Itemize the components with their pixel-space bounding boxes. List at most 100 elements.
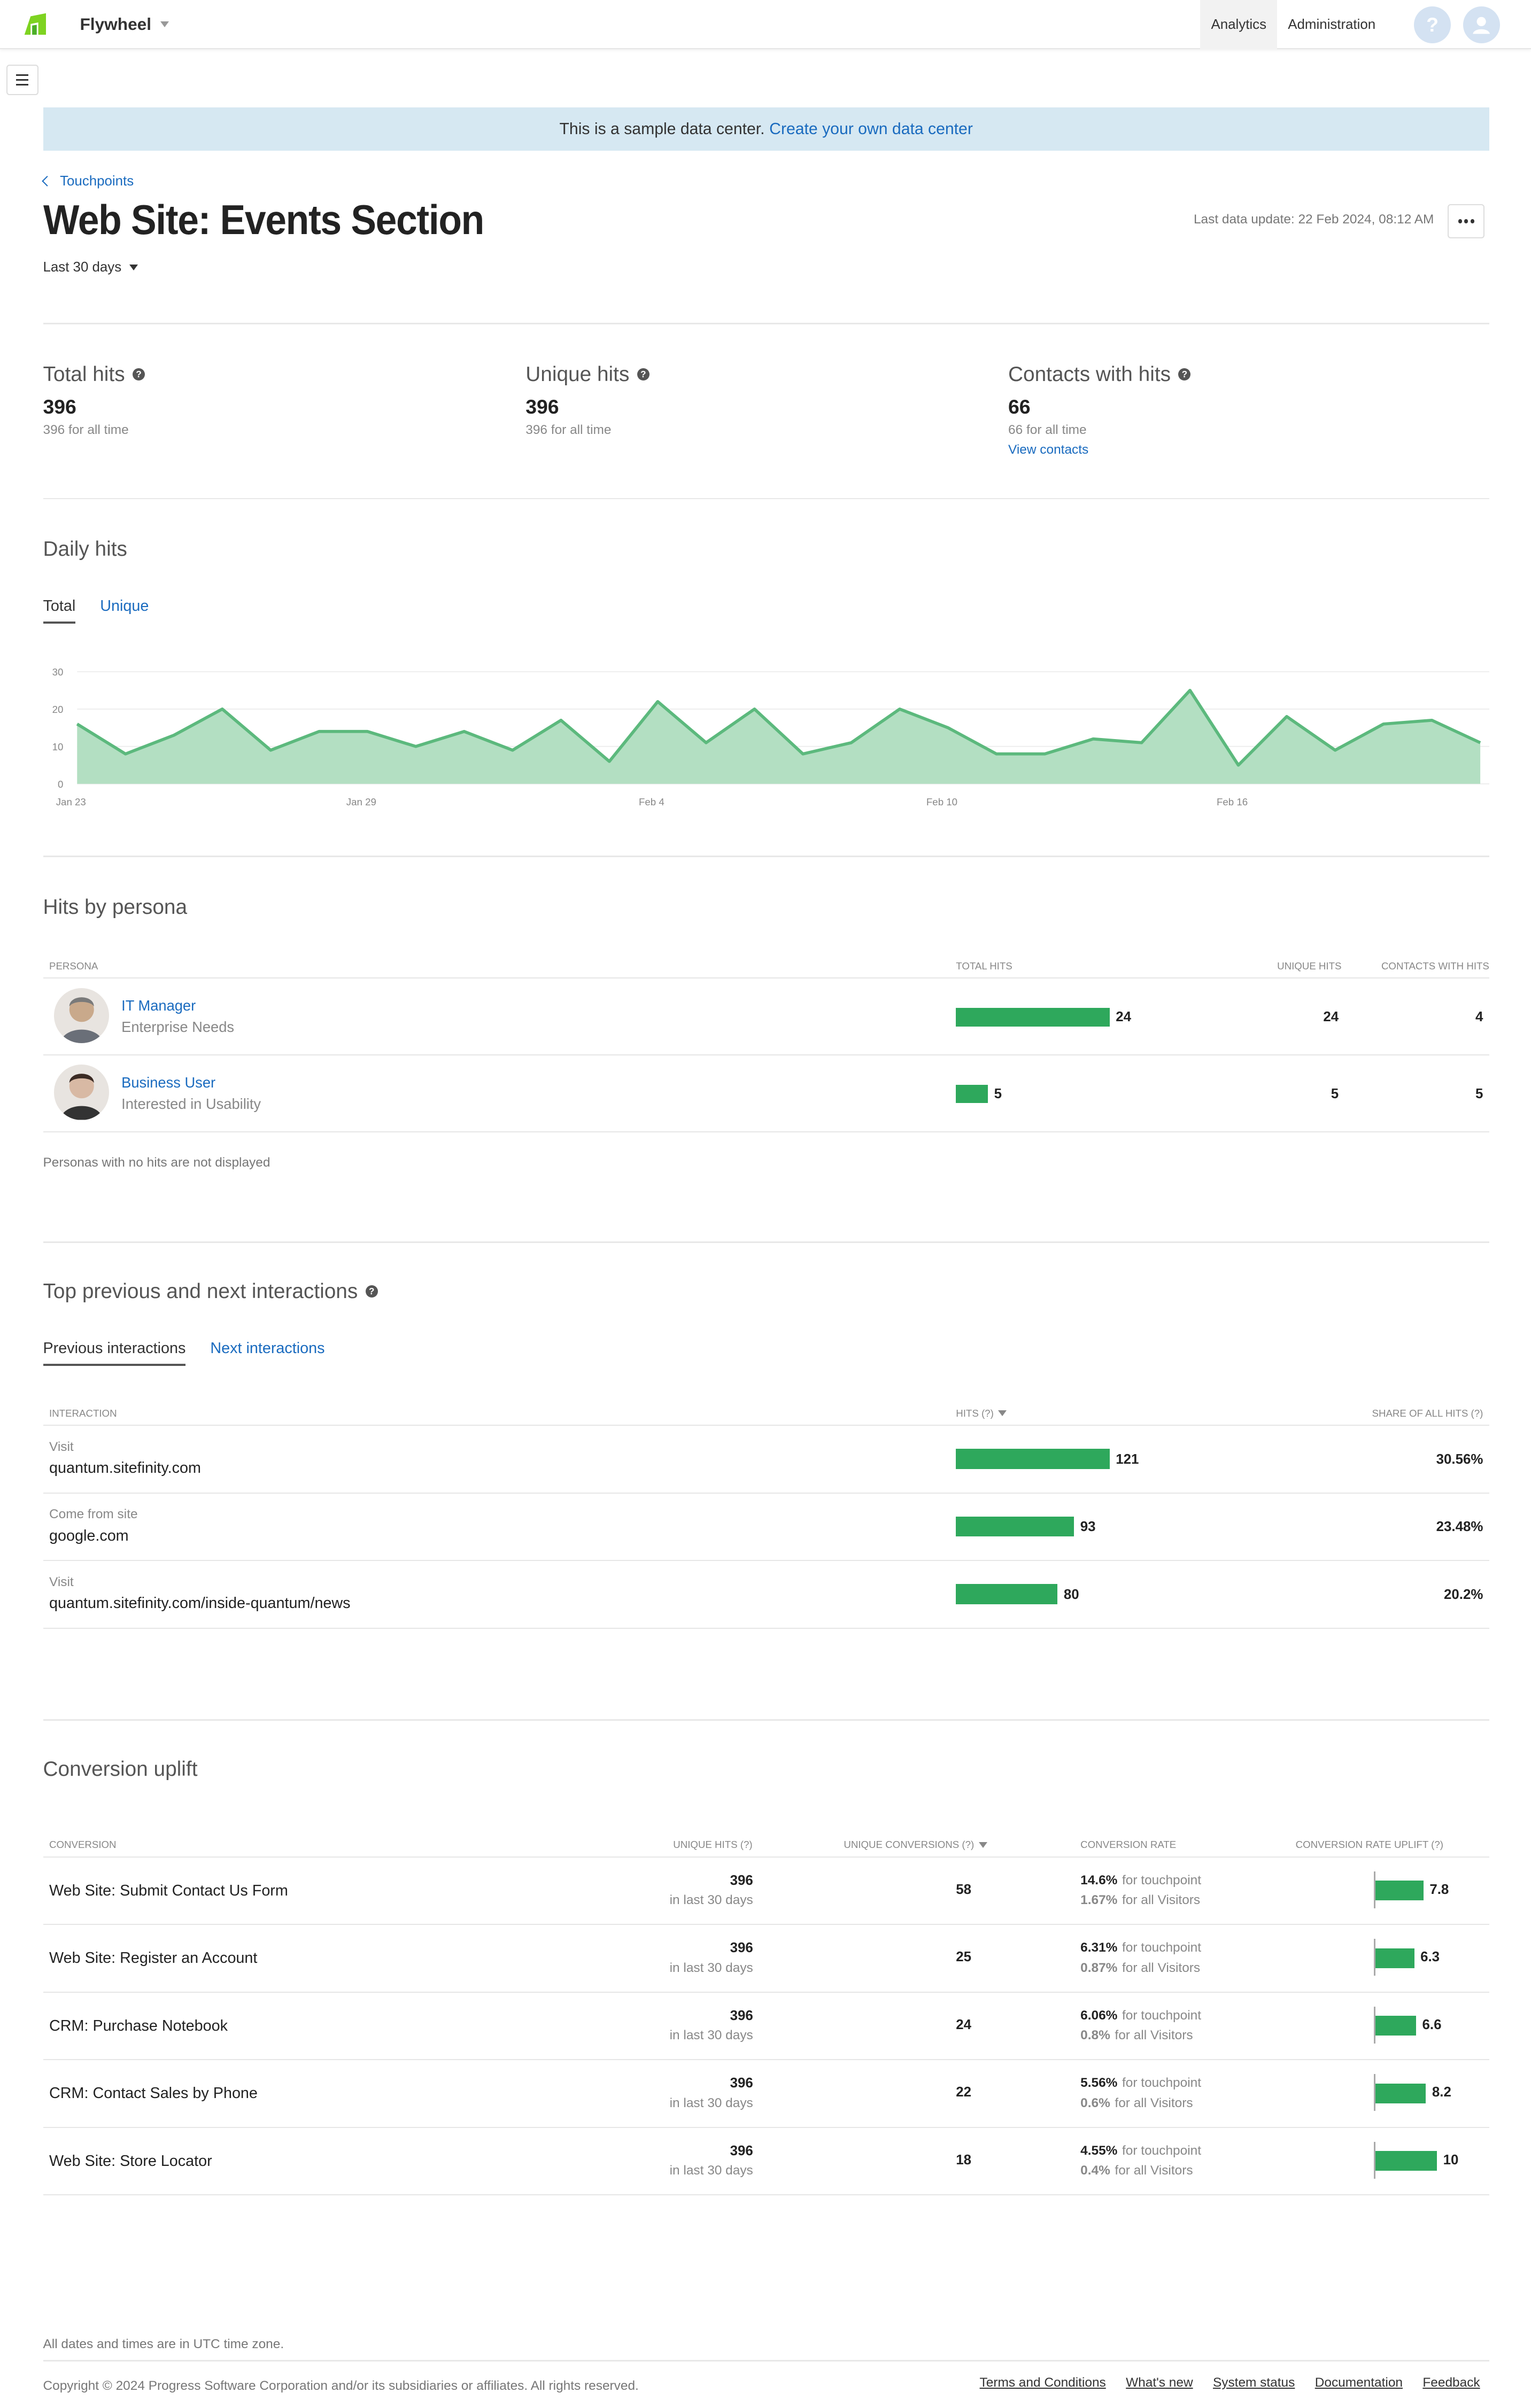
rate-all: 0.8% for all Visitors	[1080, 2028, 1193, 2043]
daily-hits-tabs: Total Unique	[43, 597, 149, 624]
stat-sub: 396 for all time	[525, 423, 612, 438]
stat-value: 396	[525, 395, 559, 418]
rate-touchpoint-sub: for touchpoint	[1122, 1873, 1201, 1887]
stat-label: Contacts with hits	[1008, 362, 1171, 386]
interactions-table: INTERACTION HITS (?) SHARE OF ALL HITS (…	[43, 1395, 1489, 1629]
uplift-axis	[1374, 2006, 1376, 2044]
divider	[43, 1719, 1489, 1721]
col-hits-label: HITS (?)	[956, 1407, 994, 1419]
rate-all-sub: for all Visitors	[1122, 1893, 1201, 1907]
hamburger-menu-icon[interactable]	[6, 64, 38, 96]
tab-total[interactable]: Total	[43, 597, 76, 624]
conversion-row: CRM: Purchase Notebook 396 in last 30 days…	[43, 1993, 1489, 2061]
x-tick-label: Feb 16	[1216, 796, 1247, 807]
view-contacts-link[interactable]: View contacts	[1008, 442, 1089, 457]
divider	[43, 2360, 1489, 2362]
y-tick-label: 0	[57, 778, 63, 789]
breadcrumb-touchpoints[interactable]: Touchpoints	[60, 173, 134, 189]
unique-hits-sub: in last 30 days	[669, 2163, 753, 2178]
chevron-down-icon[interactable]	[160, 21, 169, 27]
more-options-button[interactable]	[1448, 204, 1485, 238]
persona-title: Hits by persona	[43, 896, 188, 919]
help-icon[interactable]: ?	[1414, 6, 1451, 43]
rate-touchpoint: 6.06% for touchpoint	[1080, 2008, 1201, 2023]
user-avatar-icon[interactable]	[1463, 6, 1500, 43]
interaction-type: Visit	[49, 1574, 74, 1589]
footer-link-whats-new[interactable]: What's new	[1126, 2375, 1193, 2390]
daily-hits-title: Daily hits	[43, 538, 127, 561]
nav-administration[interactable]: Administration	[1288, 17, 1376, 32]
col-unique-conversions[interactable]: UNIQUE CONVERSIONS (?)	[844, 1839, 987, 1851]
stat-value: 396	[43, 395, 76, 418]
create-data-center-link[interactable]: Create your own data center	[769, 120, 973, 138]
rate-all-value: 0.87%	[1080, 1960, 1118, 1975]
last-update: Last data update: 22 Feb 2024, 08:12 AM	[1193, 212, 1434, 227]
help-icon[interactable]: ?	[637, 368, 649, 380]
conversion-name: Web Site: Register an Account	[49, 1949, 258, 1967]
y-tick-label: 20	[52, 704, 63, 715]
rate-touchpoint-sub: for touchpoint	[1122, 2008, 1201, 2023]
interaction-row: Visit quantum.sitefinity.com/inside-quant…	[43, 1561, 1489, 1629]
y-tick-label: 30	[52, 666, 63, 678]
footer-link-docs[interactable]: Documentation	[1315, 2375, 1403, 2390]
help-icon[interactable]: ?	[365, 1285, 378, 1298]
col-hits[interactable]: HITS (?)	[956, 1408, 1007, 1419]
rate-all-value: 0.6%	[1080, 2095, 1110, 2110]
conversion-row: CRM: Contact Sales by Phone 396 in last 30…	[43, 2060, 1489, 2128]
conversion-name: CRM: Contact Sales by Phone	[49, 2085, 258, 2102]
persona-name-link[interactable]: Business User	[121, 1074, 216, 1091]
x-tick-label: Jan 29	[346, 796, 376, 807]
interaction-tabs: Previous interactions Next interactions	[43, 1340, 325, 1366]
uplift-axis	[1374, 2141, 1376, 2179]
unique-hits-sub: in last 30 days	[669, 1893, 753, 1907]
stat-value: 66	[1008, 395, 1031, 418]
rate-all-sub: for all Visitors	[1115, 2163, 1193, 2178]
conversion-row: Web Site: Submit Contact Us Form 396 in la…	[43, 1858, 1489, 1925]
sort-down-icon	[978, 1842, 987, 1848]
date-range-label: Last 30 days	[43, 259, 122, 275]
col-unique-hits: UNIQUE HITS (?)	[673, 1839, 753, 1851]
contacts-value: 4	[1475, 1009, 1483, 1024]
total-hits-value: 24	[1116, 1009, 1132, 1024]
rate-touchpoint-sub: for touchpoint	[1122, 2076, 1201, 2091]
interactions-title: Top previous and next interactions	[43, 1279, 358, 1303]
col-interaction: INTERACTION	[49, 1407, 117, 1419]
help-icon[interactable]: ?	[132, 368, 145, 380]
unique-hits-value: 396	[730, 1873, 753, 1888]
rate-touchpoint: 6.31% for touchpoint	[1080, 1940, 1201, 1955]
footer-link-status[interactable]: System status	[1212, 2375, 1295, 2390]
footer-link-terms[interactable]: Terms and Conditions	[979, 2375, 1106, 2390]
caret-down-icon	[129, 264, 138, 270]
stat-unique-hits: Unique hits? 396 396 for all time	[525, 363, 649, 438]
hits-bar	[956, 1449, 1110, 1469]
rate-touchpoint: 14.6% for touchpoint	[1080, 1873, 1201, 1888]
share-value: 23.48%	[1436, 1519, 1483, 1535]
share-value: 20.2%	[1444, 1587, 1483, 1602]
tab-previous-interactions[interactable]: Previous interactions	[43, 1340, 186, 1366]
date-range-dropdown[interactable]: Last 30 days	[43, 260, 138, 275]
footer-link-feedback[interactable]: Feedback	[1422, 2375, 1480, 2390]
persona-avatar	[53, 1065, 110, 1120]
rate-all-value: 0.8%	[1080, 2028, 1110, 2042]
tab-unique[interactable]: Unique	[100, 597, 149, 615]
app-name[interactable]: Flywheel	[80, 14, 152, 34]
rate-all-sub: for all Visitors	[1115, 2095, 1193, 2110]
rate-all: 0.4% for all Visitors	[1080, 2163, 1193, 2178]
help-icon[interactable]: ?	[1178, 368, 1191, 380]
interaction-target: quantum.sitefinity.com/inside-quantum/ne…	[49, 1595, 351, 1612]
unique-conversions-value: 58	[956, 1882, 972, 1897]
breadcrumb[interactable]: Touchpoints	[41, 173, 134, 189]
rate-all: 0.6% for all Visitors	[1080, 2096, 1193, 2111]
uplift-bar	[1375, 2151, 1437, 2171]
flywheel-logo-icon[interactable]	[21, 10, 49, 38]
tab-next-interactions[interactable]: Next interactions	[210, 1340, 325, 1357]
interaction-row: Visit quantum.sitefinity.com 121 30.56%	[43, 1426, 1489, 1494]
persona-name-link[interactable]: IT Manager	[121, 997, 196, 1014]
uplift-axis	[1374, 1871, 1376, 1908]
persona-desc: Enterprise Needs	[121, 1019, 235, 1036]
area-fill	[76, 690, 1480, 784]
col-unique-conversions-label: UNIQUE CONVERSIONS (?)	[844, 1839, 975, 1851]
col-uplift: CONVERSION RATE UPLIFT (?)	[1295, 1839, 1443, 1851]
nav-analytics[interactable]: Analytics	[1200, 0, 1278, 49]
stat-contacts-with-hits: Contacts with hits? 66 66 for all time V…	[1008, 362, 1191, 458]
